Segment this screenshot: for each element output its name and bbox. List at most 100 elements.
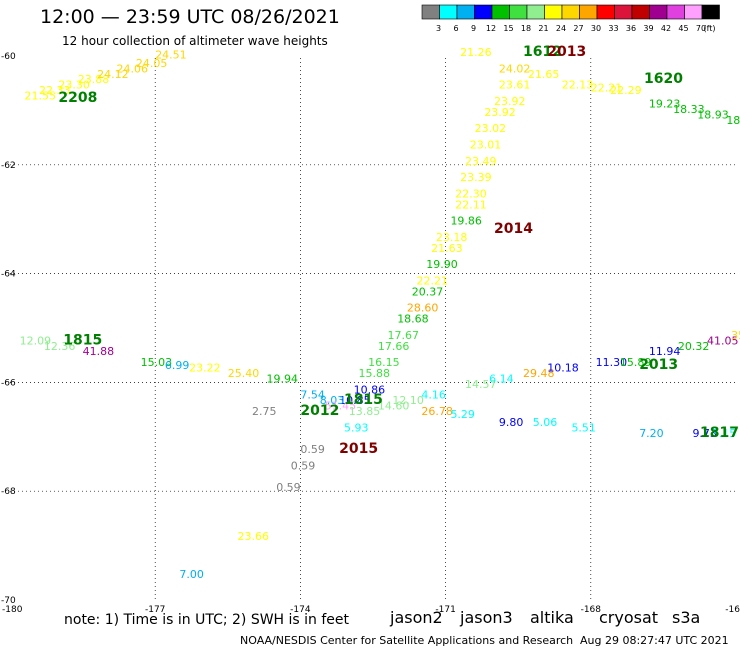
colorbar-swatch — [701, 4, 720, 20]
wave-height-value: 0.59 — [291, 459, 316, 472]
wave-height-value: 19.94 — [267, 372, 299, 385]
wave-height-value: 22.29 — [610, 84, 642, 97]
wave-height-value: 11.94 — [649, 345, 681, 358]
wave-height-value: 10.18 — [547, 362, 579, 375]
wave-height-value: 23.92 — [484, 106, 516, 119]
lon-tick-label: -171 — [435, 605, 455, 615]
wave-height-value: 22.21 — [591, 81, 623, 94]
wave-height-value: 5.93 — [344, 421, 369, 434]
wave-height-value: 24.02 — [499, 62, 530, 75]
time-label: 1817 — [700, 425, 739, 441]
wave-height-value: 4.16 — [421, 389, 446, 402]
color-legend: 3 6 9 12 15 18 21 24 27 30 33 36 39 42 45 70(ft) — [421, 4, 720, 33]
wave-height-value: 7.00 — [179, 568, 204, 581]
wave-height-value: 13.85 — [349, 405, 381, 418]
lat-tick-label: -68 — [1, 487, 16, 497]
colorbar-label: 42 — [661, 24, 671, 33]
wave-height-value: 16.15 — [368, 356, 400, 369]
wave-height-value: 14.60 — [378, 400, 410, 413]
wave-height-value: 24.05 — [136, 57, 168, 70]
page-subtitle: 12 hour collection of altimeter wave hei… — [62, 34, 328, 48]
wave-height-value: 23.49 — [465, 155, 497, 168]
wave-height-value: 22.13 — [562, 79, 594, 92]
wave-height-value: 2.75 — [252, 405, 277, 418]
wave-height-value: 12.10 — [392, 394, 424, 407]
wave-height-value: 8.03 — [320, 394, 345, 407]
wave-height-value: 9.80 — [499, 416, 523, 429]
wave-height-value: 25.40 — [228, 367, 259, 380]
time-label: 1815 — [63, 332, 102, 348]
time-label: 2013 — [547, 44, 586, 60]
wave-height-value: 7.20 — [639, 427, 664, 440]
wave-height-value: 23.39 — [460, 171, 492, 184]
lon-tick-label: -180 — [2, 605, 23, 615]
wave-height-value: 0.59 — [300, 443, 325, 456]
wave-height-value: 26.78 — [421, 405, 453, 418]
wave-height-value: 24.12 — [97, 68, 128, 81]
wave-height-value: 5.29 — [450, 408, 475, 421]
wave-height-value: 23.61 — [499, 79, 530, 92]
wave-height-value: 15.88 — [358, 367, 390, 380]
lat-tick-label: -66 — [1, 378, 16, 388]
wave-height-value: 19.90 — [426, 258, 458, 271]
wave-height-value: 22.30 — [455, 187, 487, 200]
wave-height-value: 18.68 — [397, 313, 429, 326]
time-label: 1612 — [523, 44, 562, 60]
wave-height-value: 51.45 — [325, 400, 357, 413]
wave-height-value: 12.36 — [44, 340, 76, 353]
wave-height-value: 24.51 — [155, 49, 187, 62]
wave-height-value: 23.02 — [475, 122, 507, 135]
wave-height-value: 18.81 — [726, 114, 740, 127]
wave-height-value: 22.33 — [39, 84, 71, 97]
lat-tick-label: -70 — [1, 596, 16, 606]
wave-height-value: 23.66 — [237, 530, 268, 543]
colorbar-label: 3 — [436, 24, 441, 33]
colorbar-label: 70 — [696, 24, 706, 33]
footer-note: note: 1) Time is in UTC; 2) SWH is in fe… — [64, 612, 350, 628]
colorbar-label: 45 — [678, 24, 688, 33]
wave-height-value: 23.88 — [78, 73, 110, 86]
wave-height-value: 28.60 — [407, 302, 439, 315]
time-label: 2012 — [300, 403, 339, 419]
wave-height-value: 0.59 — [276, 481, 301, 494]
wave-height-value: 17.67 — [388, 329, 420, 342]
wave-height-value: 19.23 — [649, 98, 681, 111]
lon-tick-label: -177 — [145, 605, 165, 615]
wave-height-value: 21.26 — [460, 46, 492, 59]
colorbar-label: 36 — [626, 24, 636, 33]
wave-height-value: 23.30 — [58, 79, 90, 92]
colorbar-label: 15 — [503, 24, 513, 33]
colorbar-label: 24 — [556, 24, 566, 33]
wave-height-value: 15.89 — [620, 356, 652, 369]
time-label: 2014 — [494, 221, 533, 237]
wave-height-value: 10.85 — [339, 394, 371, 407]
lat-tick-label: -64 — [1, 270, 16, 280]
colorbar-label: 27 — [573, 24, 583, 33]
wave-height-value: 6.99 — [165, 359, 190, 372]
legend-s3a: s3a — [672, 608, 701, 627]
legend-altika: altika — [530, 608, 574, 627]
wave-height-value: 18.33 — [673, 103, 705, 116]
wave-height-value: 23.01 — [470, 138, 502, 151]
wave-height-value: 11.30 — [596, 356, 628, 369]
wave-height-value: 21.63 — [431, 242, 463, 255]
wave-height-value: 22.11 — [455, 198, 487, 211]
colorbar-label: 21 — [538, 24, 548, 33]
wave-height-value: 29.48 — [523, 367, 555, 380]
colorbar-label: 39 — [643, 24, 653, 33]
wave-height-value: 5.51 — [571, 421, 596, 434]
time-label: 1815 — [344, 392, 383, 408]
wave-height-value: 23.18 — [436, 231, 468, 244]
legend-jason3: jason3 — [460, 608, 513, 627]
wave-height-value: 23.92 — [494, 95, 526, 108]
wave-height-value: 41.88 — [83, 345, 115, 358]
colorbar-label: 9 — [471, 24, 476, 33]
wave-height-value: 3.15 — [712, 427, 737, 440]
wave-height-value: 5.06 — [533, 416, 558, 429]
colorbar-label: 33 — [608, 24, 618, 33]
wave-height-value: 21.65 — [528, 68, 560, 81]
lat-tick-label: -62 — [1, 161, 16, 171]
legend-jason2: jason2 — [390, 608, 443, 627]
wave-height-value: 22.21 — [417, 274, 449, 287]
